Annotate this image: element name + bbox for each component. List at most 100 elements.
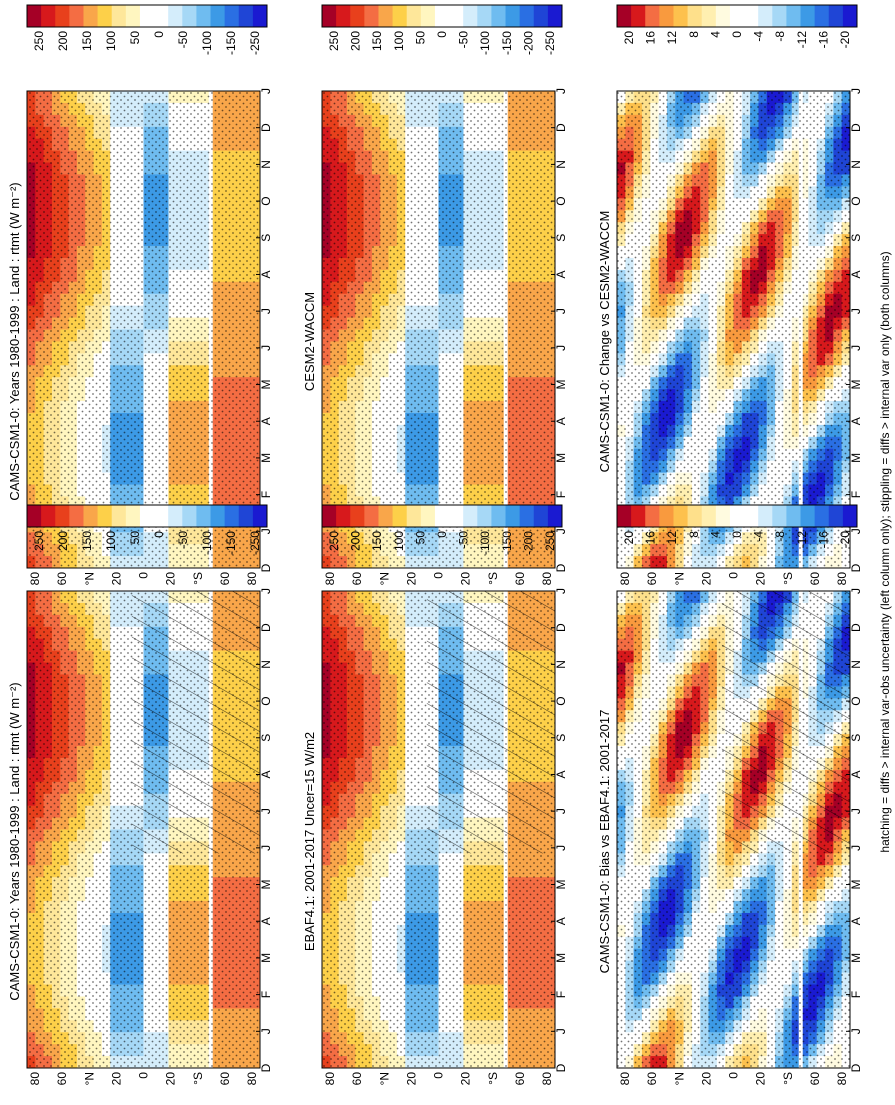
month-tick-label: J xyxy=(554,528,568,534)
month-tick-label: J xyxy=(259,528,273,534)
lat-tick-label: °S xyxy=(486,1072,500,1085)
colorbar-label: 50 xyxy=(128,531,142,545)
colorbar: 250 200 150 100 50 0 -50 -100 -150 -200 -250 xyxy=(321,4,563,55)
lat-tick-label: 60 xyxy=(218,572,232,586)
colorbar-label: 250 xyxy=(32,531,46,551)
colorbar-frame xyxy=(321,4,563,28)
month-tick-label: D xyxy=(554,1063,568,1072)
colorbar-swatch xyxy=(252,5,268,27)
month-tick-label: J xyxy=(554,588,568,594)
lat-tick-label: 80 xyxy=(323,1072,337,1086)
month-tick-label: J xyxy=(554,845,568,851)
colorbar-label: -200 xyxy=(521,531,535,555)
month-tick-label: D xyxy=(259,623,273,632)
month-tick-label: N xyxy=(554,160,568,169)
colorbar-swatch xyxy=(434,505,450,527)
lat-tick-label: °N xyxy=(82,572,96,585)
lat-tick-label: 80 xyxy=(28,572,42,586)
panel-5: 80 60 °N 20 0 20 °S 60 80DJFMAMJJASONDJCAMS-CSM1… xyxy=(597,4,863,585)
month-tick-label: N xyxy=(259,660,273,669)
month-tick-label: J xyxy=(259,588,273,594)
lat-tick-label: 0 xyxy=(137,572,151,579)
colorbar-swatch xyxy=(97,505,113,527)
lat-tick-label: 20 xyxy=(109,1072,123,1086)
lat-tick-label: 60 xyxy=(350,1072,364,1086)
lat-tick-label: 60 xyxy=(513,572,527,586)
colorbar-swatch xyxy=(364,505,379,527)
colorbar-label: 200 xyxy=(349,31,363,51)
colorbar-swatch xyxy=(491,505,507,527)
colorbar-label: -200 xyxy=(521,31,535,55)
month-tick-label: O xyxy=(259,696,273,705)
colorbar-label: -50 xyxy=(457,531,471,549)
colorbar-label: 250 xyxy=(327,31,341,51)
colorbar-swatch xyxy=(224,5,240,27)
colorbar-label: 0 xyxy=(435,31,449,38)
month-tick-label: J xyxy=(554,308,568,314)
colorbar-swatch xyxy=(406,505,422,527)
colorbar-swatch xyxy=(406,5,422,27)
panel-4: 80 60 °N 20 0 20 °S 60 80DJFMAMJJASONDJEBAF4.1: … xyxy=(302,504,568,1086)
lat-tick-label: 20 xyxy=(164,1072,178,1086)
colorbar-swatch xyxy=(238,505,254,527)
lat-tick-label: 20 xyxy=(164,572,178,586)
month-tick-label: N xyxy=(554,660,568,669)
colorbar-label: 200 xyxy=(349,531,363,551)
colorbar-label: 150 xyxy=(370,31,384,51)
lat-tick-label: 20 xyxy=(459,572,473,586)
colorbar-frame xyxy=(26,4,268,28)
colorbar-swatch xyxy=(83,505,99,527)
colorbar-label: -50 xyxy=(176,31,190,49)
colorbar-swatch xyxy=(139,5,155,27)
lat-tick-label: 0 xyxy=(432,572,446,579)
month-tick-label: D xyxy=(554,563,568,572)
colorbar-swatch xyxy=(238,5,254,27)
colorbar-label: -150 xyxy=(224,31,238,55)
colorbar-swatch xyxy=(97,5,113,27)
lat-tick-label: 80 xyxy=(540,1072,554,1086)
month-tick-label: D xyxy=(259,1063,273,1072)
colorbar-label: 50 xyxy=(413,531,427,545)
lat-tick-label: 60 xyxy=(55,572,69,586)
colorbar-swatch xyxy=(491,5,507,27)
colorbar-swatch xyxy=(449,5,464,27)
lat-tick-label: 0 xyxy=(137,1072,151,1079)
month-tick-label: M xyxy=(259,380,273,390)
colorbar-swatch xyxy=(252,505,268,527)
colorbar-label: 150 xyxy=(80,31,94,51)
colorbar-swatch xyxy=(434,5,450,27)
colorbar-swatch xyxy=(420,5,436,27)
colorbar-label: 0 xyxy=(435,531,449,538)
colorbar-swatch xyxy=(322,5,337,27)
month-tick-label: J xyxy=(554,345,568,351)
month-tick-label: M xyxy=(554,380,568,390)
colorbar-swatch xyxy=(27,505,42,527)
heatmap-field xyxy=(322,91,555,568)
month-tick-label: A xyxy=(259,917,273,925)
colorbar-swatch xyxy=(125,505,141,527)
colorbar-swatch xyxy=(69,5,84,27)
month-tick-label: S xyxy=(259,234,273,242)
panel-1: 80 60 °N 20 0 20 °S 60 80DJFMAMJJASONDJCAMS-CSM1… xyxy=(7,4,273,586)
month-tick-label: M xyxy=(554,953,568,963)
colorbar-swatch xyxy=(27,5,42,27)
colorbar: 250 200 150 100 50 0 -50 -100 -150 -200 -250 xyxy=(321,504,563,555)
colorbar: 250 200 150 100 50 0 -50 -100 -150 -250 xyxy=(26,4,268,55)
colorbar-swatch xyxy=(55,5,70,27)
colorbar-swatch xyxy=(154,505,169,527)
colorbar-swatch xyxy=(505,505,521,527)
month-tick-label: A xyxy=(554,417,568,425)
lat-tick-label: 0 xyxy=(432,1072,446,1079)
colorbar-label: -150 xyxy=(500,531,514,555)
colorbar-swatch xyxy=(463,5,478,27)
colorbar-label: -250 xyxy=(543,531,557,555)
colorbar-label: 0 xyxy=(152,531,166,538)
lat-tick-label: °S xyxy=(486,572,500,585)
colorbar-swatch xyxy=(69,505,84,527)
colorbar-label: -250 xyxy=(543,31,557,55)
lat-tick-label: 80 xyxy=(245,1072,259,1086)
lat-tick-label: 80 xyxy=(245,572,259,586)
hatching-overlay xyxy=(426,591,555,854)
colorbar-label: -250 xyxy=(248,31,262,55)
month-tick-label: J xyxy=(259,808,273,814)
